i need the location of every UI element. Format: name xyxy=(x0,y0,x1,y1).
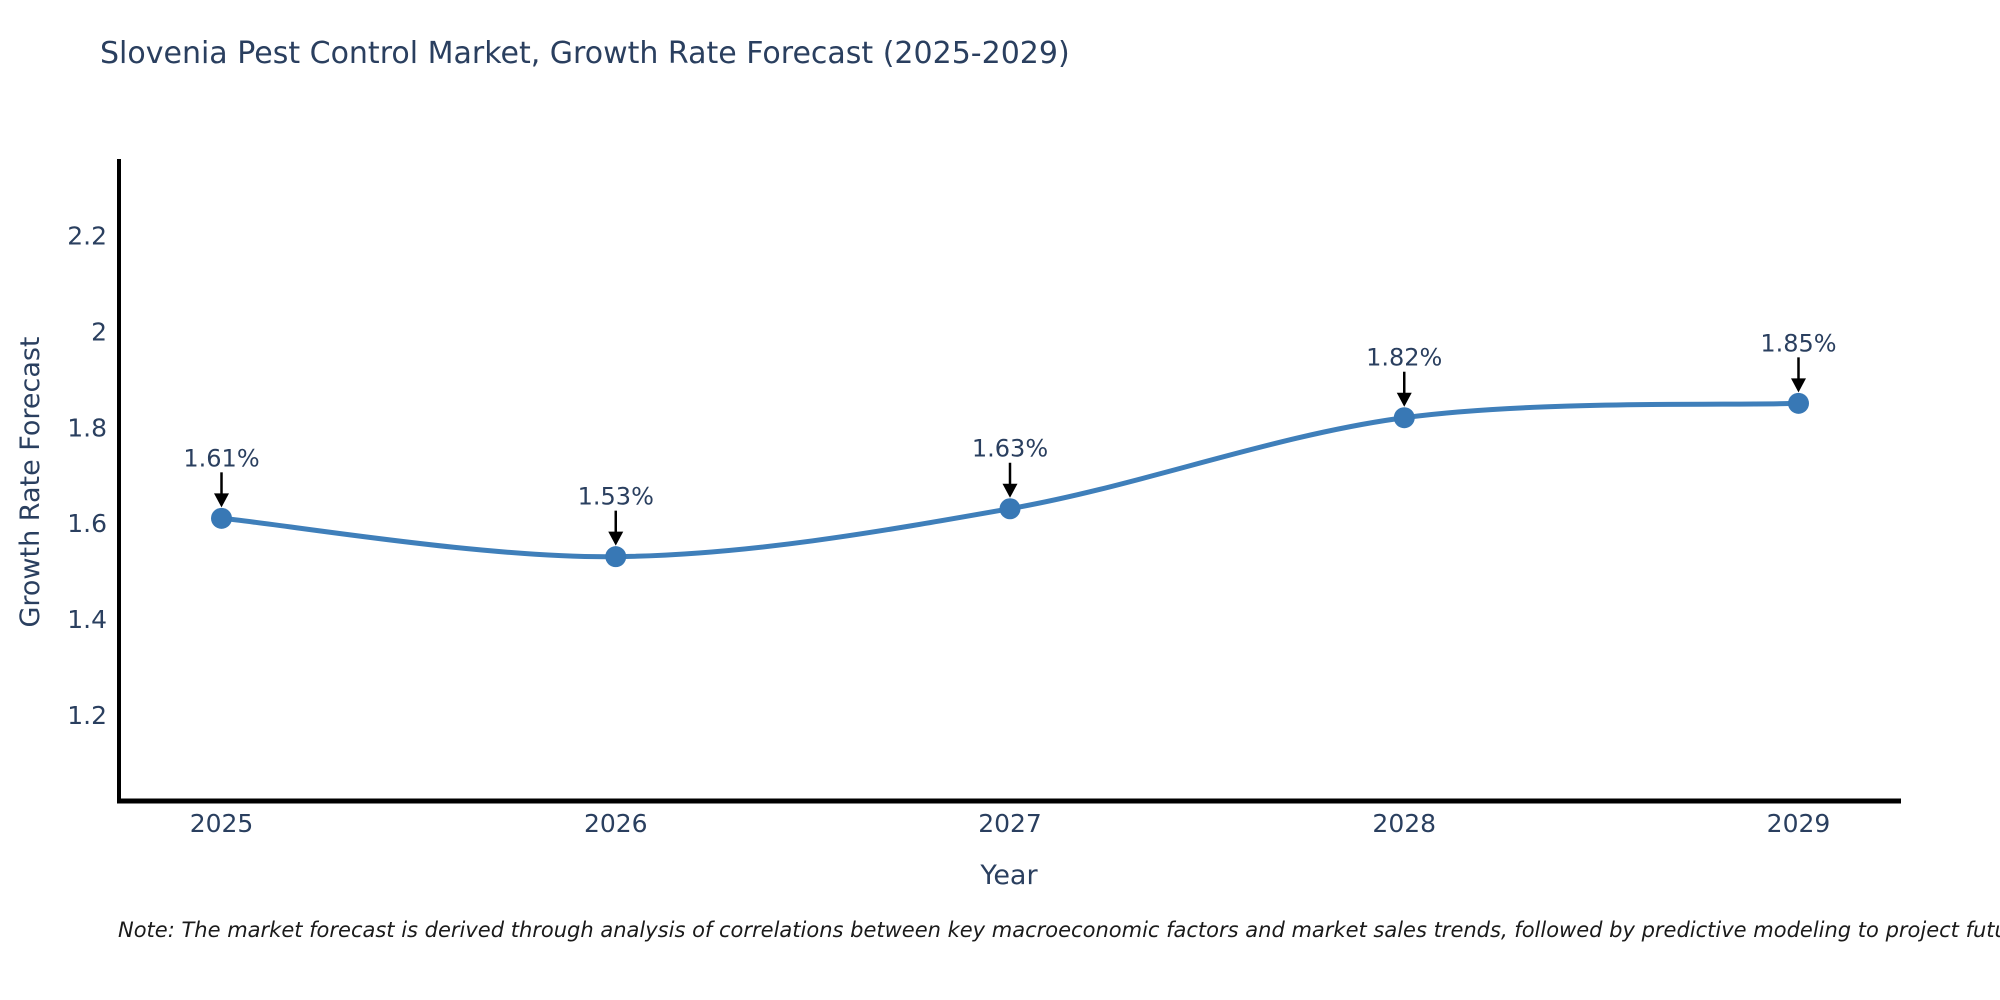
annotation-arrow-head xyxy=(1790,378,1806,393)
data-point-label: 1.61% xyxy=(183,444,259,472)
plot-area: 1.2 1.4 1.6 1.8 2 2.2 2025 2026 2027 2028 2029 1.61… xyxy=(67,159,1901,838)
data-point-marker xyxy=(605,546,627,568)
chart-title: Slovenia Pest Control Market, Growth Rat… xyxy=(100,36,1070,71)
data-point-label: 1.63% xyxy=(972,435,1048,463)
data-point-marker xyxy=(211,507,233,529)
y-tick-label: 1.6 xyxy=(67,509,107,538)
footnote: Note: The market forecast is derived thr… xyxy=(118,918,2000,942)
data-point-marker xyxy=(1393,407,1415,429)
x-tick-label: 2029 xyxy=(1767,809,1831,838)
annotation-arrow-head xyxy=(1396,392,1412,407)
y-tick-label: 1.4 xyxy=(67,605,107,634)
y-tick-label: 1.8 xyxy=(67,413,107,442)
annotation-arrow-head xyxy=(1002,483,1018,498)
x-tick-label: 2028 xyxy=(1372,809,1436,838)
y-axis-title: Growth Rate Forecast xyxy=(15,336,46,627)
data-point-marker xyxy=(999,498,1021,520)
y-tick-label: 2 xyxy=(91,317,107,346)
y-tick-label: 1.2 xyxy=(67,701,107,730)
x-tick-label: 2026 xyxy=(584,809,648,838)
x-tick-label: 2027 xyxy=(978,809,1042,838)
annotation-arrow-head xyxy=(608,531,624,546)
annotation-arrow-head xyxy=(214,493,230,508)
x-axis-title: Year xyxy=(979,860,1038,891)
data-point-marker xyxy=(1787,392,1809,414)
data-point-label: 1.85% xyxy=(1760,329,1836,357)
data-point-label: 1.53% xyxy=(578,483,654,511)
data-point-label: 1.82% xyxy=(1366,344,1442,372)
x-tick-label: 2025 xyxy=(190,809,254,838)
y-tick-label: 2.2 xyxy=(67,222,107,251)
